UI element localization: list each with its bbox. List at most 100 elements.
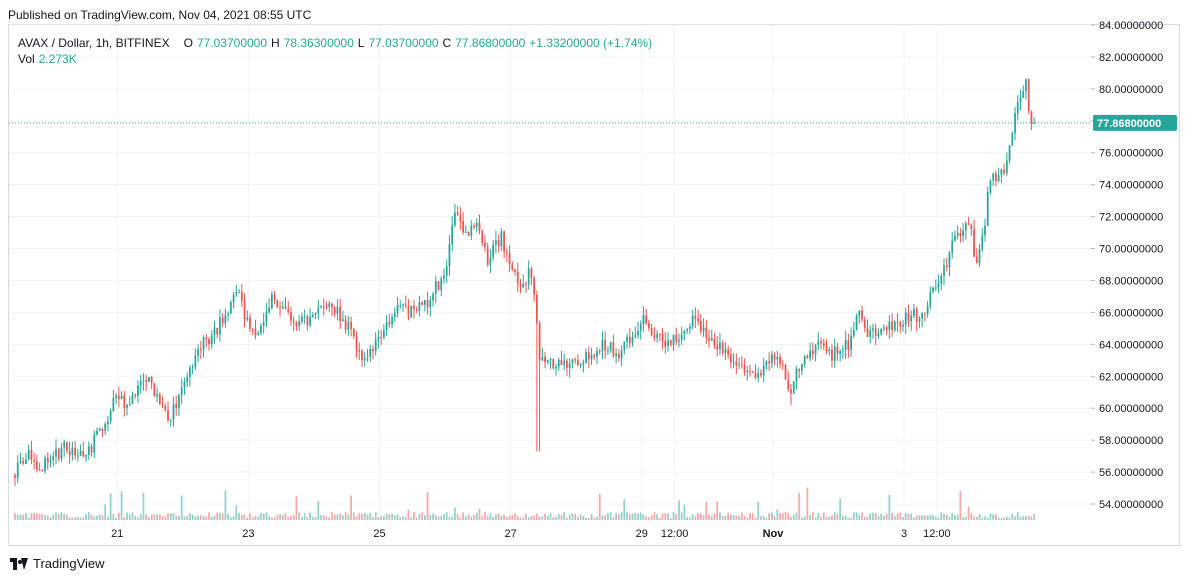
volume-key: Vol	[18, 52, 35, 66]
volume-bar	[678, 500, 680, 520]
candle-body	[631, 336, 634, 344]
candle-body	[235, 292, 238, 296]
volume-bar	[66, 514, 68, 520]
volume-bar	[866, 516, 869, 520]
volume-bar	[519, 517, 522, 520]
candle-body	[751, 371, 754, 373]
volume-bar	[568, 514, 571, 520]
volume-bar	[964, 516, 967, 520]
volume-bar	[120, 491, 123, 520]
candle-body	[22, 461, 25, 464]
volume-bar	[139, 514, 142, 520]
candle-body	[382, 330, 385, 338]
candle-body	[418, 302, 421, 311]
candle-body	[678, 339, 680, 342]
volume-bar	[727, 513, 730, 520]
volume-bar	[22, 514, 25, 520]
candle-body	[16, 462, 19, 478]
volume-bar	[576, 517, 579, 520]
volume-bar	[339, 513, 342, 520]
volume-bar	[1003, 517, 1006, 520]
candle-body	[634, 335, 637, 337]
candle-body	[186, 376, 189, 382]
volume-bar	[328, 517, 331, 520]
candle-body	[719, 342, 721, 350]
candle-body	[1033, 122, 1036, 124]
volume-bar	[653, 512, 656, 520]
volume-value: 2.273K	[38, 52, 77, 66]
volume-bar	[708, 514, 710, 520]
volume-bar	[25, 513, 27, 520]
candle-body	[697, 318, 699, 322]
volume-bar	[768, 513, 771, 520]
candle-body	[55, 448, 57, 457]
candle-body	[172, 403, 175, 420]
candle-body	[656, 333, 658, 338]
volume-bar	[615, 513, 618, 520]
volume-bar	[760, 516, 762, 520]
close-key: C	[442, 36, 452, 50]
volume-bar	[320, 515, 322, 520]
candle-body	[959, 232, 962, 236]
candle-body	[877, 333, 880, 337]
candle-body	[773, 354, 776, 360]
x-tick-label: 23	[242, 528, 254, 540]
volume-bar	[560, 515, 563, 520]
candle-body	[180, 387, 183, 395]
volume-bar	[915, 515, 918, 520]
candle-body	[112, 397, 115, 412]
volume-bar	[787, 513, 790, 520]
volume-bar	[516, 515, 519, 520]
candle-body	[393, 312, 396, 317]
candle-body	[533, 277, 536, 295]
volume-bar	[38, 514, 41, 520]
volume-bar	[648, 517, 650, 520]
candle-body	[607, 350, 609, 352]
x-tick-label: 12:00	[923, 528, 951, 540]
volume-bar	[566, 517, 568, 520]
volume-bar	[825, 516, 828, 520]
volume-bar	[844, 515, 847, 520]
volume-bar	[492, 517, 495, 520]
candle-body	[637, 330, 639, 336]
volume-bar	[814, 517, 817, 520]
candle-body	[891, 321, 893, 330]
volume-bar	[956, 515, 959, 520]
volume-bar	[429, 514, 432, 520]
volume-bar	[311, 516, 314, 520]
candle-body	[90, 446, 93, 453]
candle-body	[333, 307, 336, 314]
volume-bar	[541, 516, 544, 520]
candle-body	[863, 319, 866, 328]
volume-bar	[153, 514, 156, 520]
candle-body	[680, 334, 683, 340]
candle-body	[76, 455, 79, 457]
candle-body	[601, 339, 604, 352]
candle-body	[199, 349, 202, 351]
candle-body	[14, 475, 16, 478]
volume-bar	[555, 516, 557, 520]
candle-body	[623, 341, 626, 351]
volume-bar	[35, 513, 38, 520]
volume-bar	[664, 513, 667, 520]
symbol-label[interactable]: AVAX / Dollar, 1h, BITFINEX	[18, 36, 170, 50]
brand-name[interactable]: TradingView	[33, 556, 105, 571]
volume-bar	[642, 514, 645, 520]
candle-body	[363, 358, 366, 361]
candle-body	[41, 470, 44, 472]
volume-bar	[131, 512, 134, 520]
candle-body	[888, 321, 891, 331]
volume-bar	[833, 512, 836, 520]
volume-bar	[221, 513, 224, 520]
volume-bar	[46, 515, 49, 520]
candle-body	[986, 192, 989, 226]
y-tick-label: 66.00000000	[1099, 307, 1163, 319]
volume-bar	[52, 514, 55, 520]
candle-body	[582, 362, 585, 365]
volume-bar	[352, 512, 355, 520]
tradingview-logo-icon[interactable]	[10, 557, 28, 570]
candle-body	[358, 350, 361, 352]
close-value: 77.86800000	[455, 36, 526, 50]
volume-bar	[301, 516, 303, 520]
